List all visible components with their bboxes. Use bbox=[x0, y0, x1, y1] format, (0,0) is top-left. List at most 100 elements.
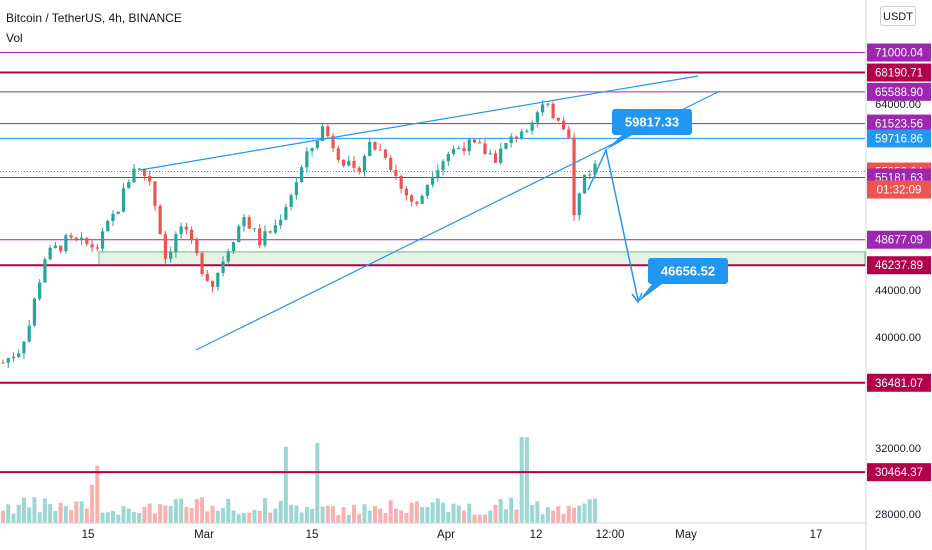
volume-bar bbox=[420, 506, 425, 523]
volume-bar bbox=[587, 499, 592, 523]
volume-bar bbox=[362, 504, 367, 523]
volume-bar bbox=[131, 512, 136, 523]
candle-body bbox=[320, 126, 325, 141]
candle-body bbox=[593, 163, 597, 175]
volume-bar bbox=[593, 498, 597, 523]
candle-body bbox=[284, 206, 288, 220]
volume-bar bbox=[257, 510, 262, 523]
volume-bar bbox=[168, 506, 173, 523]
candle-body bbox=[247, 217, 251, 229]
candle-body bbox=[504, 142, 508, 149]
currency-badge[interactable]: USDT bbox=[880, 6, 916, 26]
candle-body bbox=[462, 147, 466, 152]
candle-body bbox=[383, 149, 388, 158]
candle-body bbox=[200, 253, 204, 275]
candle-body bbox=[79, 237, 84, 240]
candle-body bbox=[48, 247, 52, 260]
volume-bar bbox=[42, 498, 47, 523]
candle-body bbox=[556, 118, 560, 121]
price-level-label: 71000.04 bbox=[875, 48, 924, 60]
volume-bar bbox=[252, 509, 257, 523]
price-level-label: 65588.90 bbox=[875, 87, 923, 99]
price-level-label: 36481.07 bbox=[875, 378, 923, 390]
volume-bar bbox=[215, 510, 220, 523]
callout-box bbox=[612, 109, 692, 135]
y-tick-label: 28000.00 bbox=[875, 509, 921, 521]
callout-pointer bbox=[638, 284, 662, 302]
volume-bar bbox=[121, 506, 126, 523]
candle-body bbox=[305, 151, 309, 168]
volume-bar bbox=[79, 501, 84, 523]
time-axis[interactable]: 15 Mar 15 Apr 12 12:00 May 17 bbox=[0, 522, 866, 541]
candle-body bbox=[216, 272, 220, 287]
price-axis[interactable]: 64000.00 44000.00 40000.00 32000.00 28000.00… bbox=[865, 0, 932, 550]
volume-bar bbox=[84, 508, 89, 523]
y-tick-label: 40000.00 bbox=[875, 332, 921, 344]
volume-bar bbox=[95, 465, 100, 523]
volume-bar bbox=[205, 511, 210, 523]
volume-bar bbox=[48, 504, 53, 523]
trend-line bbox=[139, 75, 699, 171]
volume-bar bbox=[477, 514, 482, 523]
callout-label: 59817.33 bbox=[625, 115, 679, 130]
candle-body bbox=[326, 126, 330, 137]
volume-bar bbox=[304, 506, 309, 523]
candle-body bbox=[163, 234, 168, 259]
candle-body bbox=[404, 188, 408, 196]
candle-body bbox=[279, 219, 283, 226]
volume-indicator-label[interactable]: Vol bbox=[6, 31, 23, 45]
candle-body bbox=[132, 168, 136, 183]
candle-body bbox=[90, 244, 94, 248]
candle-body bbox=[1, 362, 5, 364]
candle-body bbox=[561, 120, 566, 130]
volume-bar bbox=[378, 508, 383, 523]
volume-bar bbox=[210, 505, 215, 523]
candle-body bbox=[336, 148, 340, 160]
candle-body bbox=[59, 245, 63, 252]
volume-bar bbox=[503, 509, 508, 523]
candle-body bbox=[394, 169, 398, 176]
candle-body bbox=[273, 225, 278, 233]
candle-body bbox=[368, 141, 372, 157]
candle-body bbox=[169, 251, 173, 259]
price-level-tag bbox=[867, 256, 931, 275]
volume-bar bbox=[158, 504, 163, 523]
projection-path bbox=[587, 147, 639, 301]
annotation-layer: 59817.33 46656.52 bbox=[587, 109, 728, 304]
support-zone bbox=[98, 251, 866, 266]
volume-bar bbox=[278, 500, 283, 523]
volume-bar bbox=[357, 513, 362, 523]
candle-body bbox=[252, 228, 257, 230]
volume-bar bbox=[425, 507, 430, 523]
volume-bar bbox=[320, 506, 325, 523]
volume-bar bbox=[69, 510, 74, 523]
price-level-tag bbox=[867, 82, 931, 101]
candle-body bbox=[362, 156, 367, 172]
volume-bar bbox=[352, 504, 357, 523]
x-tick-label: 12:00 bbox=[596, 529, 625, 541]
volume-bar bbox=[111, 510, 116, 523]
volume-bar bbox=[241, 513, 246, 523]
candle-body bbox=[457, 147, 461, 149]
volume-bar bbox=[561, 513, 566, 523]
volume-bar bbox=[27, 507, 32, 523]
volume-bar bbox=[341, 507, 346, 523]
volume-bar bbox=[100, 512, 105, 523]
volume-bar bbox=[179, 498, 184, 523]
price-level-tag bbox=[867, 114, 931, 133]
volume-bar bbox=[262, 497, 267, 523]
candle-body bbox=[389, 157, 393, 170]
candle-body bbox=[446, 154, 450, 162]
candle-body bbox=[436, 170, 440, 177]
candle-body bbox=[567, 129, 571, 138]
volume-bar bbox=[409, 502, 414, 523]
volume-bar bbox=[32, 497, 37, 523]
support-zone-layer bbox=[98, 251, 866, 266]
candle-body bbox=[111, 213, 115, 221]
candle-body bbox=[310, 147, 314, 152]
volume-bar bbox=[63, 506, 68, 523]
candle-body bbox=[588, 174, 592, 176]
volume-bar bbox=[325, 505, 330, 523]
volume-bar bbox=[194, 499, 199, 523]
